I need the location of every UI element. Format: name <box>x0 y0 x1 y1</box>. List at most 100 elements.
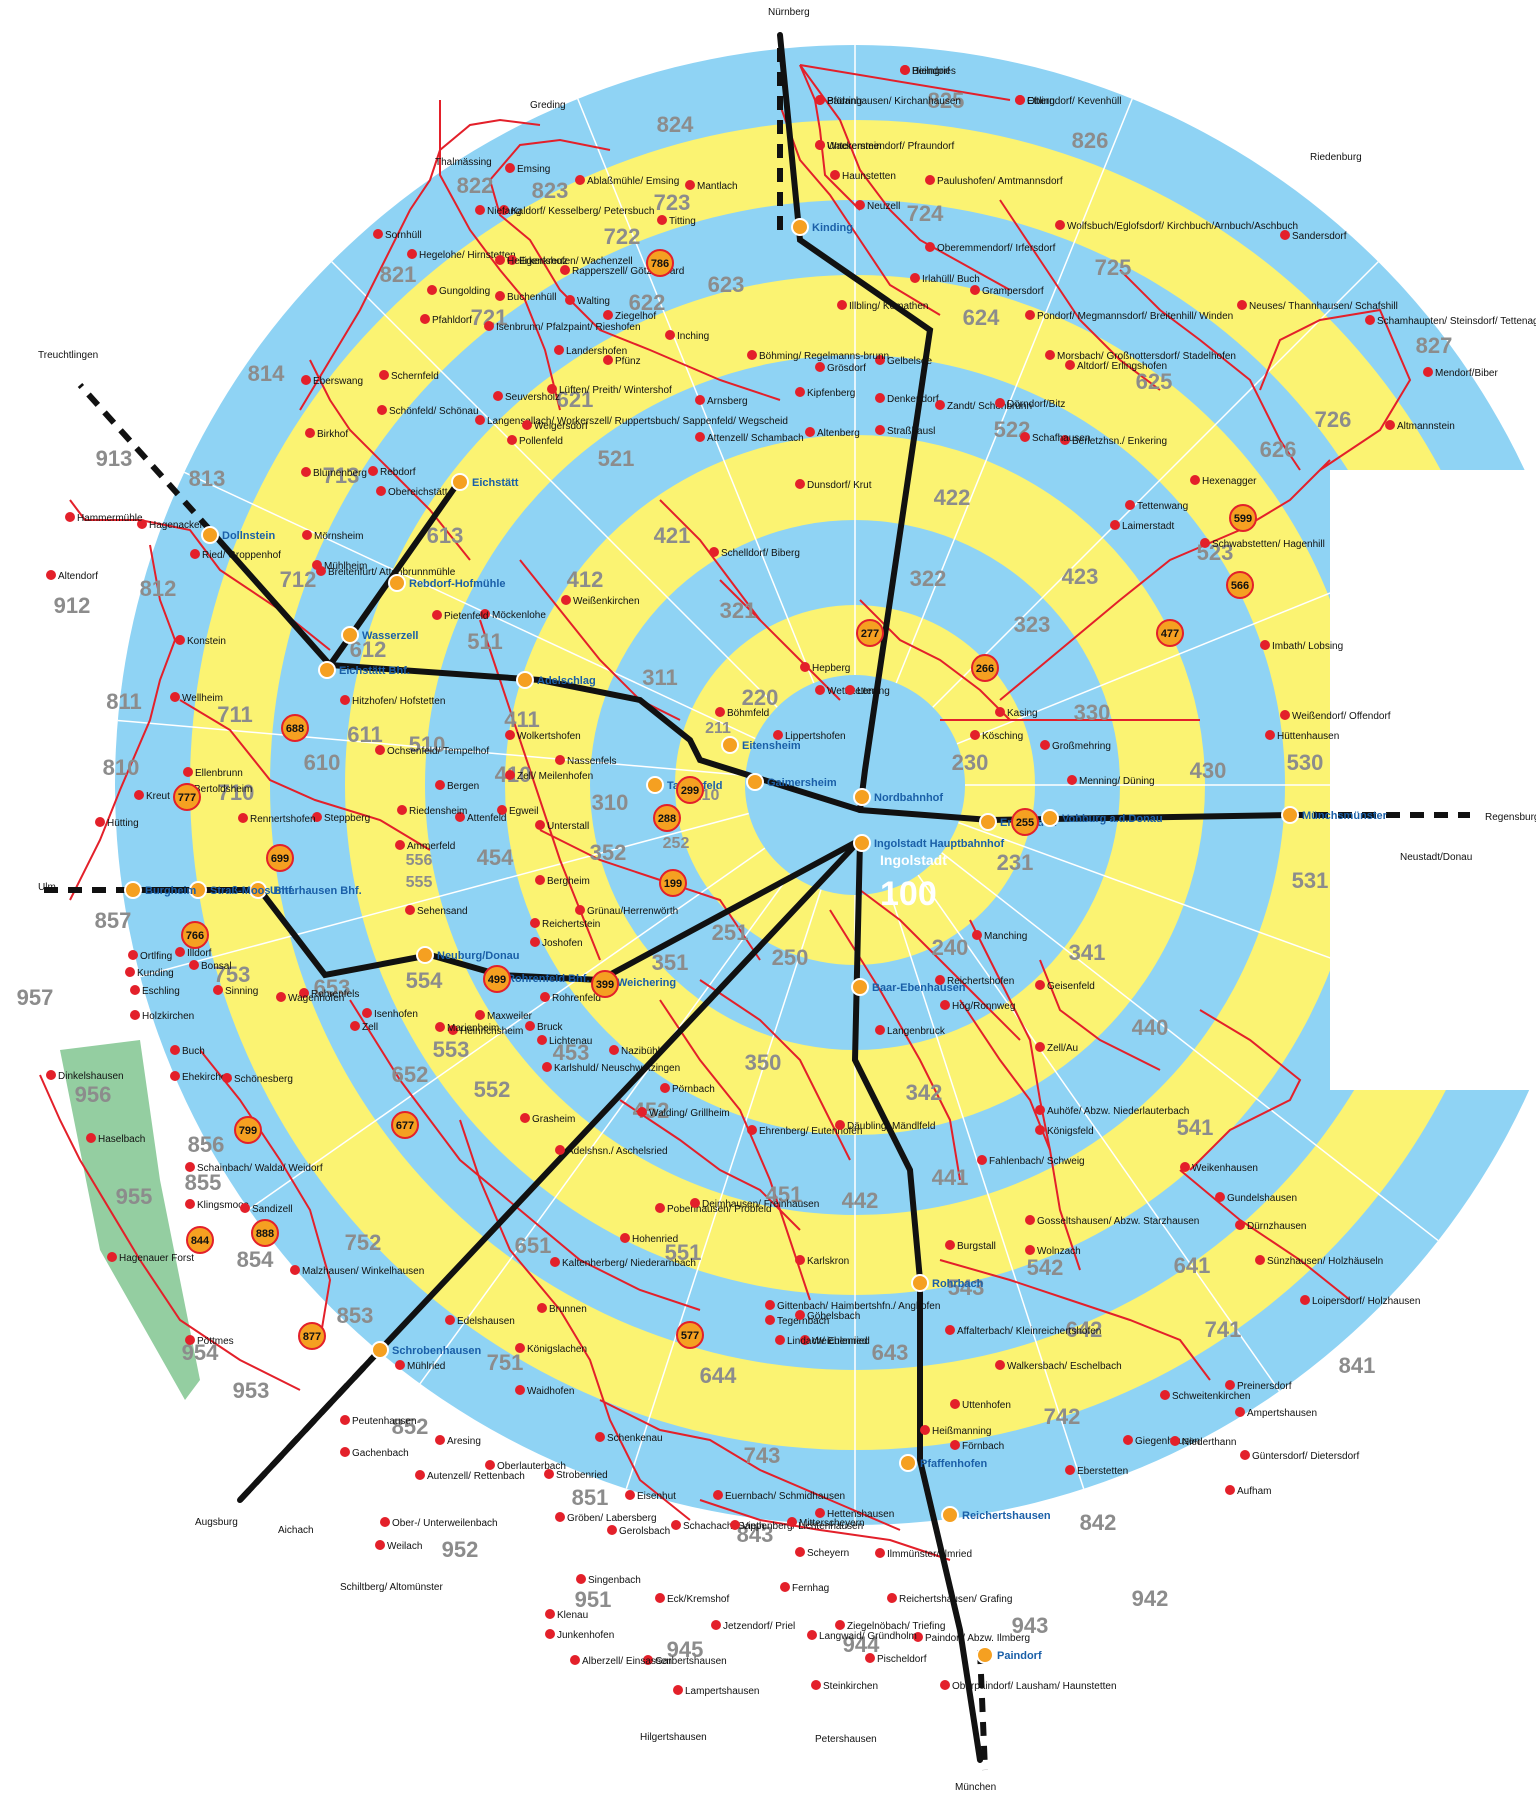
route-badge[interactable] <box>483 965 511 993</box>
route-badge[interactable] <box>266 844 294 872</box>
bus-line <box>999 459 1331 701</box>
stop-label: Scheyern <box>807 1548 849 1559</box>
stop-dot <box>432 610 442 620</box>
stop-label: Rohrenfeld <box>552 993 601 1004</box>
stop-label: Ilmmünster/ Ilmried <box>887 1549 972 1560</box>
route-badge-number: 699 <box>271 853 289 865</box>
stop-label: Mendorf/Biber <box>1435 368 1498 379</box>
station-marker[interactable] <box>1041 809 1059 827</box>
zone-label: 230 <box>952 750 989 775</box>
zone-label: 642 <box>1066 1317 1103 1342</box>
station-marker[interactable] <box>979 813 997 831</box>
station-marker[interactable] <box>124 881 142 899</box>
station-marker[interactable] <box>941 1506 959 1524</box>
station-marker[interactable] <box>853 834 871 852</box>
station-marker[interactable] <box>746 773 764 791</box>
station-marker[interactable] <box>851 978 869 996</box>
station-marker[interactable] <box>318 661 336 679</box>
route-badge[interactable] <box>186 1226 214 1254</box>
stop-label: Ettling <box>1027 96 1055 107</box>
station-marker[interactable] <box>249 881 267 899</box>
bus-line <box>69 544 177 901</box>
stop-dot <box>1035 1105 1045 1115</box>
route-badge[interactable] <box>856 619 884 647</box>
stop-label: Ampertshausen <box>1247 1408 1317 1419</box>
route-badge[interactable] <box>234 1116 262 1144</box>
stop-label: Ehrenberg/ Eutenhofen <box>759 1126 862 1137</box>
route-badge[interactable] <box>1226 571 1254 599</box>
station-marker[interactable] <box>976 1646 994 1664</box>
stop-dot <box>175 947 185 957</box>
stop-label: Nassenfels <box>567 756 616 767</box>
route-badge[interactable] <box>1229 504 1257 532</box>
zone-label: 825 <box>928 88 965 113</box>
sector-divider <box>577 98 815 684</box>
route-badge[interactable] <box>281 714 309 742</box>
zone-label: 827 <box>1416 333 1453 358</box>
station-marker[interactable] <box>371 1341 389 1359</box>
route-badge[interactable] <box>173 783 201 811</box>
stop-dot <box>555 755 565 765</box>
station-label: Pfaffenhofen <box>920 1458 988 1470</box>
route-badge[interactable] <box>659 869 687 897</box>
stop-dot <box>1035 1125 1045 1135</box>
station-marker[interactable] <box>341 626 359 644</box>
station-marker[interactable] <box>646 776 664 794</box>
route-badge[interactable] <box>251 1219 279 1247</box>
station-marker[interactable] <box>721 736 739 754</box>
zone-label: 723 <box>654 190 691 215</box>
station-marker[interactable] <box>189 881 207 899</box>
stop-label: Hütting <box>107 818 139 829</box>
zone-label: 613 <box>427 523 464 548</box>
destination-label: Thalmässing <box>435 157 492 168</box>
route-badge[interactable] <box>676 1321 704 1349</box>
stop-label: Inching <box>677 331 709 342</box>
station-marker[interactable] <box>1281 806 1299 824</box>
sector-divider <box>941 852 1439 1242</box>
station-marker[interactable] <box>899 1454 917 1472</box>
stop-label: Illdorf <box>187 948 212 959</box>
stop-label: Waidhofen <box>527 1386 574 1397</box>
stop-label: Rennertshofen <box>250 814 316 825</box>
stop-dot <box>495 255 505 265</box>
destination-label: Riedenburg <box>1310 152 1362 163</box>
city-center: Ingolstadt 100 <box>880 852 947 913</box>
stop-label: Pondorf/ Megmannsdorf/ Breitenhill/ Wind… <box>1037 311 1233 322</box>
stop-dot <box>865 1653 875 1663</box>
route-badge[interactable] <box>1011 808 1039 836</box>
station-marker[interactable] <box>388 574 406 592</box>
station-marker[interactable] <box>516 671 534 689</box>
route-badge[interactable] <box>298 1322 326 1350</box>
station-marker[interactable] <box>853 788 871 806</box>
station-marker[interactable] <box>416 946 434 964</box>
station-marker[interactable] <box>911 1274 929 1292</box>
zone-label: 511 <box>467 629 503 654</box>
station-marker[interactable] <box>451 473 469 491</box>
zone-label: 311 <box>642 665 678 690</box>
stop-label: Maxweiler <box>487 1011 533 1022</box>
stop-label: Blumenberg <box>313 468 367 479</box>
stop-dot <box>1040 740 1050 750</box>
stop-dot <box>1025 1215 1035 1225</box>
stop-dot <box>660 1083 670 1093</box>
route-badge[interactable] <box>653 804 681 832</box>
stop-label: Großmehring <box>1052 741 1111 752</box>
stop-label: Schachach/ Sappenberg/ Lichtenhausen <box>683 1521 863 1532</box>
route-badge[interactable] <box>591 970 619 998</box>
route-badge[interactable] <box>676 776 704 804</box>
zone-label: 411 <box>504 707 540 732</box>
bus-line <box>459 1119 691 1521</box>
route-badge[interactable] <box>646 249 674 277</box>
stop-dot <box>1067 775 1077 785</box>
station-marker[interactable] <box>201 526 219 544</box>
bus-line <box>488 138 781 401</box>
route-badge[interactable] <box>181 921 209 949</box>
route-badge[interactable] <box>971 654 999 682</box>
route-badge[interactable] <box>1156 619 1184 647</box>
stop-dot <box>1235 1407 1245 1417</box>
route-badge[interactable] <box>391 1111 419 1139</box>
zone-label: 510 <box>409 732 446 757</box>
stop-dot <box>427 285 437 295</box>
stop-dot <box>1265 730 1275 740</box>
station-marker[interactable] <box>791 218 809 236</box>
